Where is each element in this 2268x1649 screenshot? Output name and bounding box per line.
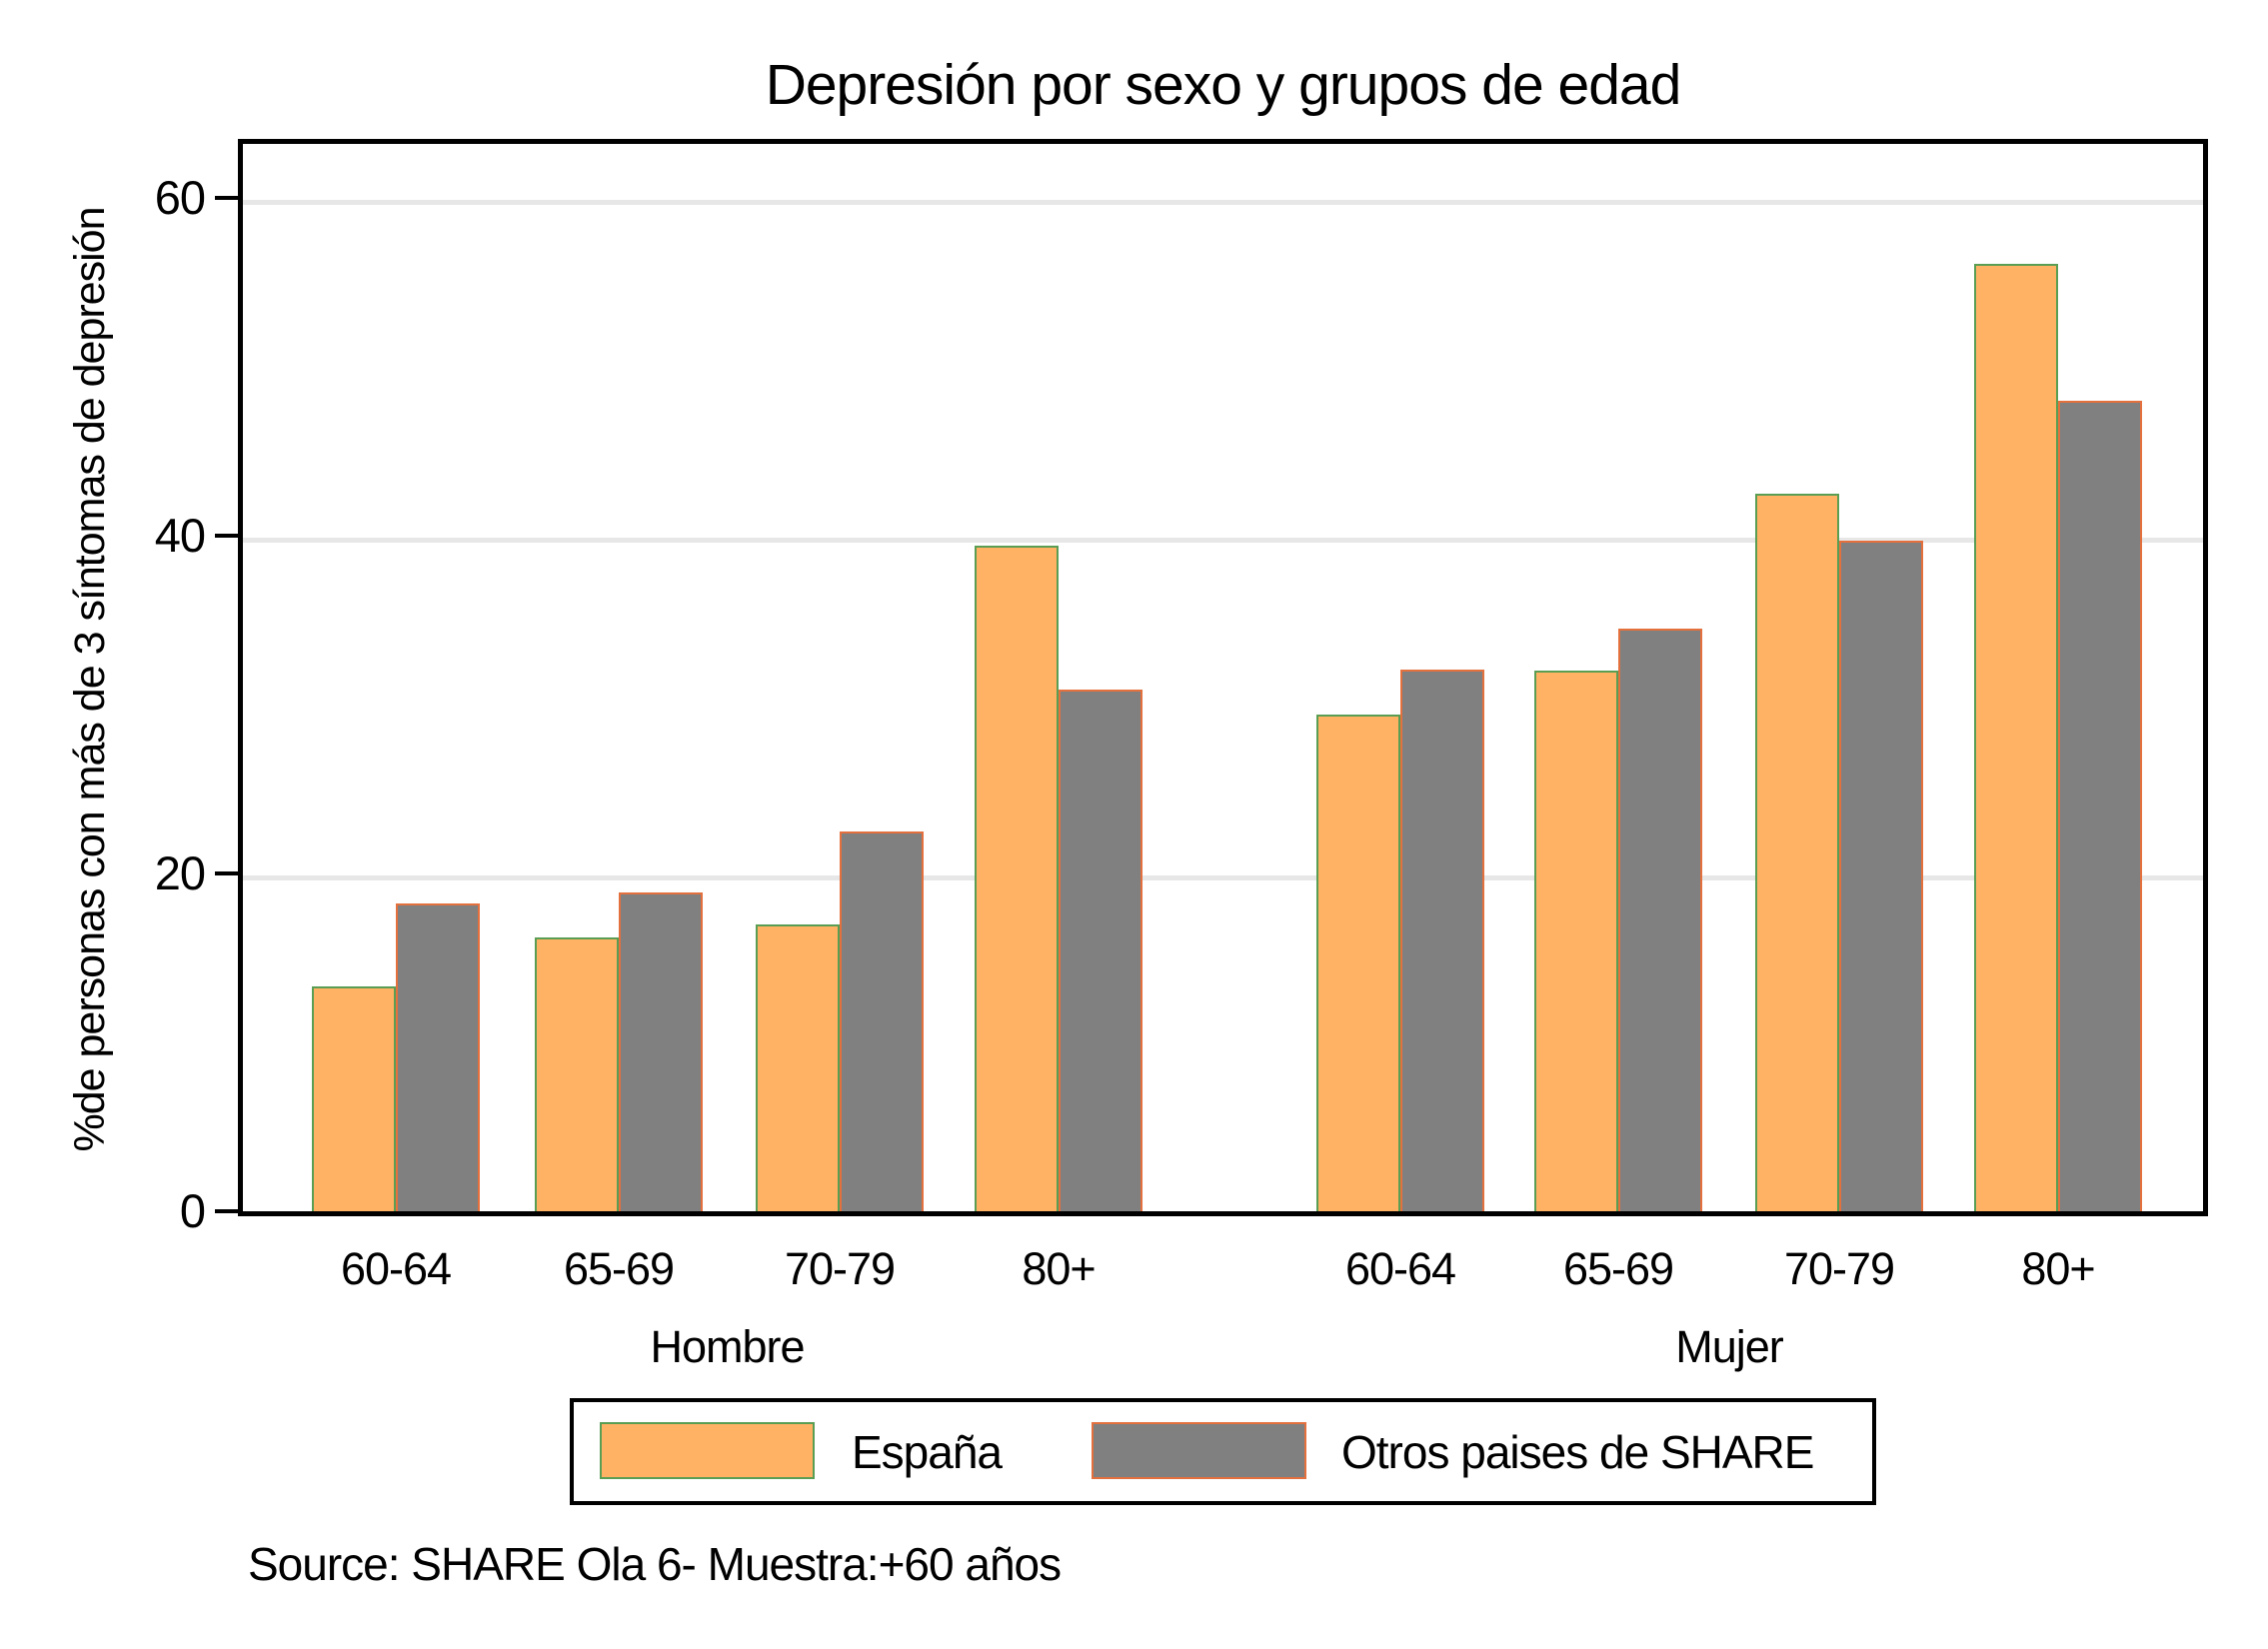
- bar-otros-hombre-60-64: [396, 903, 480, 1211]
- y-tick-label-40: 40: [154, 509, 206, 562]
- x-tick-label-hombre-60-64: 60-64: [340, 1243, 452, 1294]
- source-note: Source: SHARE Ola 6- Muestra:+60 años: [248, 1538, 1062, 1590]
- bar-otros-mujer-60-64: [1400, 670, 1484, 1211]
- legend-label-otros: Otros paises de SHARE: [1341, 1425, 1814, 1478]
- y-tick-mark-60: [215, 196, 238, 200]
- legend-label-espana: España: [852, 1425, 1003, 1478]
- chart-title: Depresión por sexo y grupos de edad: [765, 53, 1682, 117]
- y-tick-label-20: 20: [154, 846, 206, 899]
- bar-espana-mujer-80plus: [1974, 264, 2058, 1211]
- gridline-20: [243, 875, 2203, 880]
- bar-espana-mujer-65-69: [1534, 671, 1618, 1211]
- x-tick-label-hombre-70-79: 70-79: [784, 1243, 896, 1294]
- y-axis-title: %de personas con más de 3 síntomas de de…: [66, 207, 114, 1152]
- x-tick-label-hombre-80plus: 80+: [1022, 1243, 1096, 1294]
- bar-otros-mujer-70-79: [1839, 541, 1923, 1211]
- bar-otros-hombre-80plus: [1059, 690, 1142, 1211]
- bar-otros-hombre-65-69: [619, 892, 703, 1211]
- x-tick-label-mujer-70-79: 70-79: [1783, 1243, 1895, 1294]
- bar-otros-hombre-70-79: [840, 831, 924, 1211]
- x-tick-label-mujer-80plus: 80+: [2021, 1243, 2095, 1294]
- bar-espana-mujer-60-64: [1316, 715, 1400, 1211]
- bar-espana-hombre-80plus: [975, 546, 1059, 1211]
- y-tick-label-0: 0: [179, 1184, 206, 1237]
- plot-area: [238, 139, 2208, 1216]
- y-tick-mark-0: [215, 1209, 238, 1213]
- x-group-label-mujer: Mujer: [1675, 1321, 1784, 1372]
- y-tick-mark-40: [215, 534, 238, 538]
- bar-otros-mujer-80plus: [2058, 401, 2142, 1211]
- gridline-60: [243, 200, 2203, 205]
- legend: España Otros paises de SHARE: [570, 1398, 1876, 1505]
- bar-espana-hombre-60-64: [312, 986, 396, 1211]
- legend-swatch-espana: [600, 1422, 815, 1479]
- bar-espana-hombre-65-69: [535, 937, 619, 1211]
- legend-swatch-otros: [1092, 1422, 1306, 1479]
- x-tick-label-mujer-65-69: 65-69: [1562, 1243, 1674, 1294]
- y-tick-mark-20: [215, 871, 238, 875]
- x-tick-label-hombre-65-69: 65-69: [563, 1243, 675, 1294]
- bar-espana-hombre-70-79: [756, 924, 840, 1211]
- y-tick-label-60: 60: [154, 171, 206, 224]
- bar-espana-mujer-70-79: [1755, 494, 1839, 1211]
- bar-otros-mujer-65-69: [1618, 629, 1702, 1211]
- x-group-label-hombre: Hombre: [650, 1321, 805, 1372]
- x-tick-label-mujer-60-64: 60-64: [1344, 1243, 1456, 1294]
- gridline-40: [243, 538, 2203, 543]
